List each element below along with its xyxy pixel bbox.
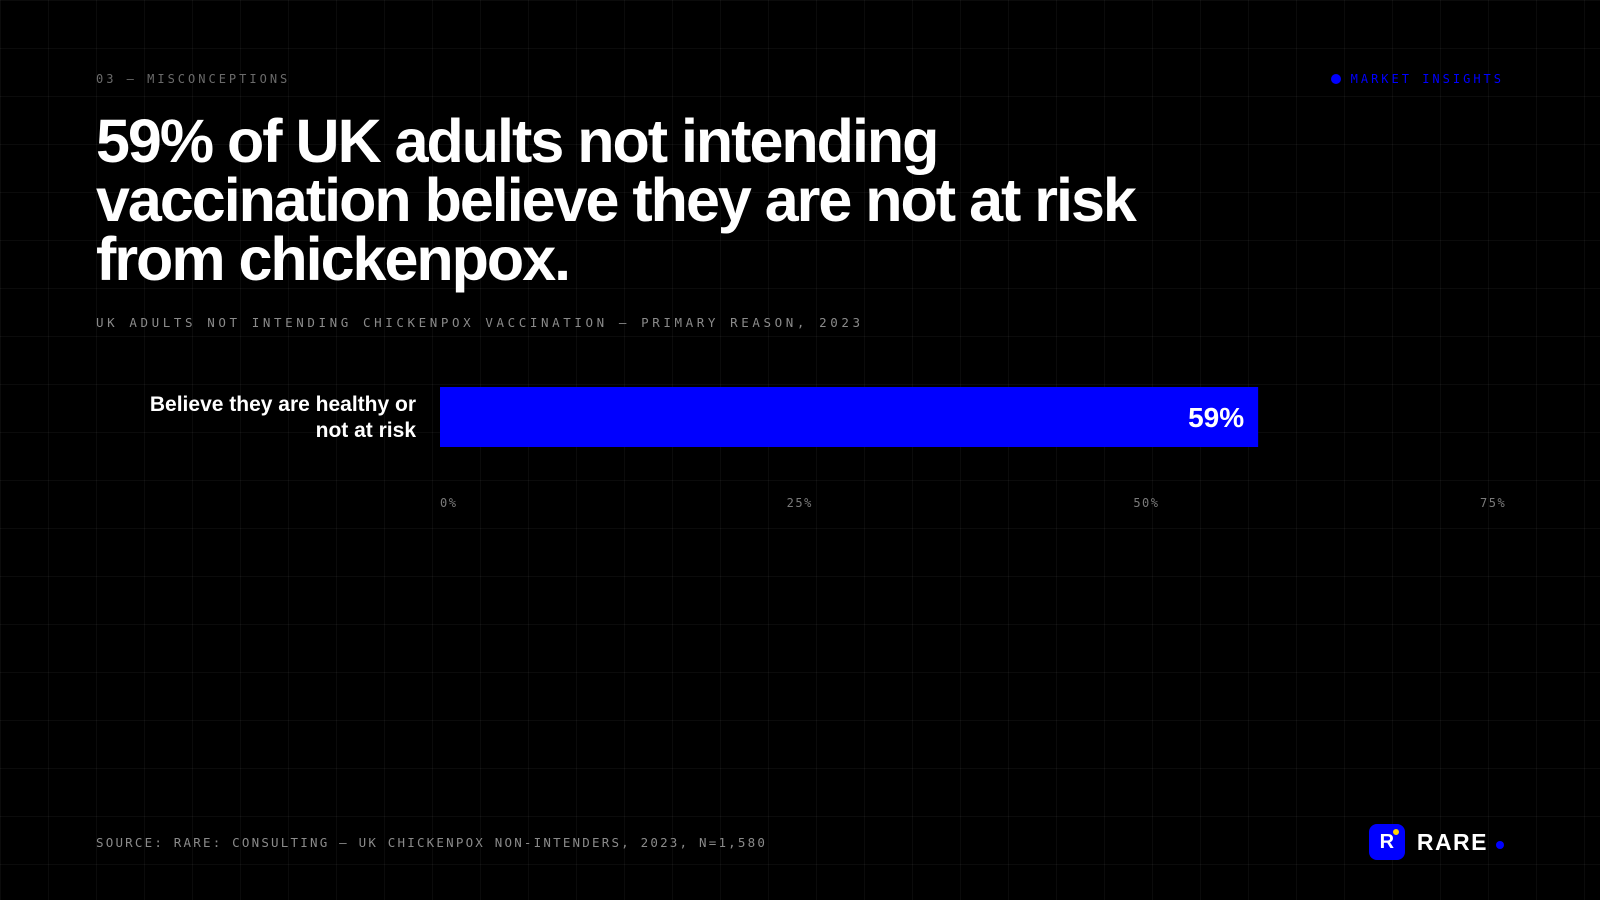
bar-value-label: 59% <box>1188 402 1244 433</box>
x-tick-label: 25% <box>787 496 813 510</box>
x-tick-label: 75% <box>1480 496 1506 510</box>
bar <box>440 387 1259 447</box>
x-tick-label: 50% <box>1133 496 1159 510</box>
tag-label: MARKET INSIGHTS <box>1350 72 1504 86</box>
chart-subtitle: UK ADULTS NOT INTENDING CHICKENPOX VACCI… <box>96 315 864 330</box>
headline: 59% of UK adults not intending vaccinati… <box>96 107 1137 293</box>
tag-dot-icon <box>1330 74 1341 84</box>
category-label: Believe they are healthy or not at risk <box>150 393 416 442</box>
brand-mark-letter: R <box>1379 830 1395 853</box>
section-label: 03 — MISCONCEPTIONS <box>96 72 291 86</box>
source-note: SOURCE: RARE: CONSULTING — UK CHICKENPOX… <box>96 835 768 850</box>
brand-logo: R RARE <box>1368 824 1504 860</box>
x-tick-label: 0% <box>440 496 457 510</box>
brand-dot-icon <box>1496 841 1504 849</box>
brand-mark-icon: R <box>1368 824 1405 860</box>
brand-spark-icon <box>1392 829 1399 835</box>
brand-name: RARE <box>1416 828 1488 855</box>
market-insights-tag: MARKET INSIGHTS <box>1330 72 1504 86</box>
